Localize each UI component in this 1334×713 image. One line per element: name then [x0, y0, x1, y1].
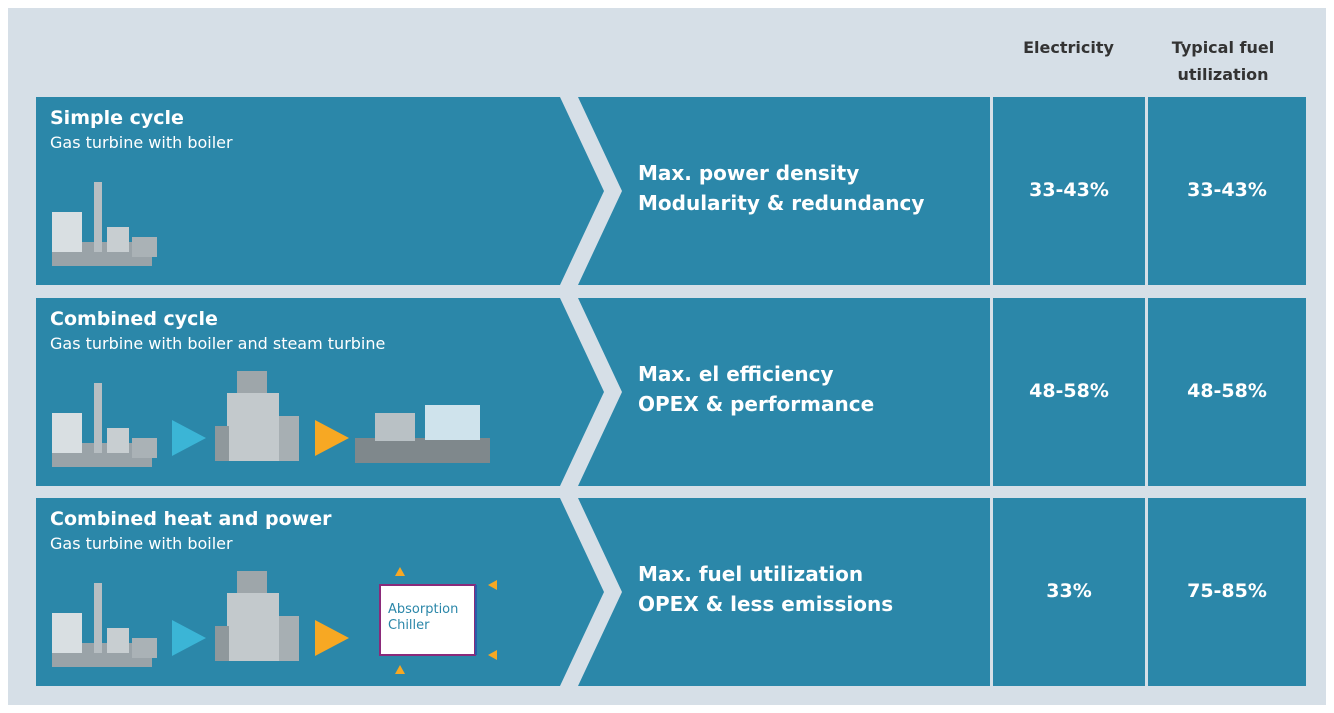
row-cell — [993, 298, 1145, 486]
boiler-body — [227, 393, 279, 461]
plant-unit — [107, 227, 129, 252]
plant-unit — [107, 628, 129, 653]
plant-stack — [94, 583, 102, 653]
flow-arrow — [172, 420, 206, 456]
boiler-side — [215, 626, 229, 661]
plant-unit — [132, 438, 157, 458]
turbine-unit — [425, 405, 480, 440]
plant-unit — [52, 212, 82, 252]
plant-stack — [94, 383, 102, 453]
electricity-value: 33% — [1046, 580, 1092, 602]
boiler-top — [237, 571, 267, 593]
plant-unit — [132, 638, 157, 658]
boiler-side — [215, 426, 229, 461]
row-benefit: OPEX & performance — [638, 392, 875, 416]
row-cell — [993, 498, 1145, 686]
row-benefit: Max. el efficiency — [638, 362, 834, 386]
chiller-label: Absorption — [388, 602, 458, 617]
column-header: Electricity — [1023, 38, 1114, 57]
plant-unit — [107, 428, 129, 453]
turbine-base — [355, 438, 490, 463]
electricity-value: 33-43% — [1029, 179, 1109, 201]
chiller-arrow — [395, 665, 405, 674]
row-subtitle: Gas turbine with boiler and steam turbin… — [50, 334, 386, 353]
row-cell — [1148, 97, 1306, 285]
row-benefit-block — [578, 97, 990, 285]
plant-unit — [52, 613, 82, 653]
chiller-arrow — [488, 650, 497, 660]
row-cell — [1148, 298, 1306, 486]
boiler-body — [227, 593, 279, 661]
fuel-utilization-value: 33-43% — [1187, 179, 1267, 201]
plant-unit — [132, 237, 157, 257]
flow-arrow — [172, 620, 206, 656]
column-header: Typical fuel utilization — [1171, 38, 1275, 84]
row-subtitle: Gas turbine with boiler — [50, 534, 233, 553]
chiller-label: Chiller — [388, 618, 430, 633]
row-title: Simple cycle — [50, 107, 184, 129]
plant-stack — [94, 182, 102, 252]
chiller-box — [379, 584, 476, 656]
row-benefit: Max. power density — [638, 161, 860, 185]
flow-arrow — [315, 420, 349, 456]
row-label-block — [36, 97, 604, 285]
boiler-side — [279, 616, 299, 661]
chiller-arrow — [488, 580, 497, 590]
boiler-top — [237, 371, 267, 393]
turbine-unit — [375, 413, 415, 441]
boiler-side — [279, 416, 299, 461]
row-benefit: Max. fuel utilization — [638, 562, 864, 586]
row-benefit-block — [578, 298, 990, 486]
row-subtitle: Gas turbine with boiler — [50, 133, 233, 152]
flow-arrow — [315, 620, 349, 656]
row-title: Combined heat and power — [50, 508, 332, 530]
fuel-utilization-value: 48-58% — [1187, 380, 1267, 402]
plant-unit — [52, 413, 82, 453]
row-benefit: Modularity & redundancy — [638, 191, 925, 215]
row-cell — [993, 97, 1145, 285]
chiller-arrow — [395, 567, 405, 576]
row-benefit: OPEX & less emissions — [638, 592, 894, 616]
fuel-utilization-value: 75-85% — [1187, 580, 1267, 602]
row-benefit-block — [578, 498, 990, 686]
row-title: Combined cycle — [50, 308, 218, 330]
electricity-value: 48-58% — [1029, 380, 1109, 402]
row-cell — [1148, 498, 1306, 686]
